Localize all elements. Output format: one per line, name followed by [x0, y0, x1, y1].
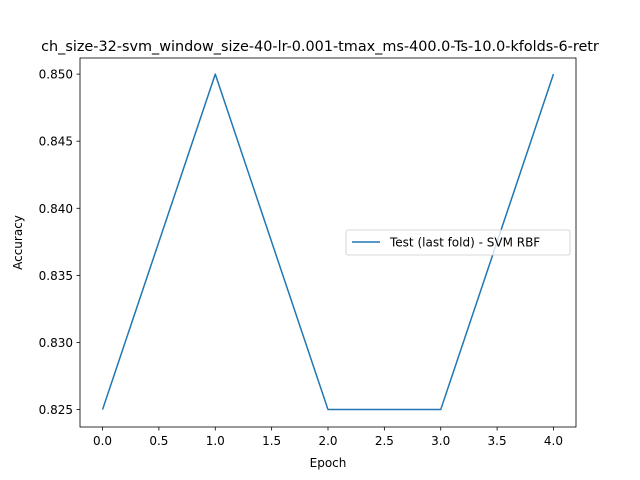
y-tick-label: 0.840: [39, 202, 73, 216]
legend: Test (last fold) - SVM RBF: [345, 229, 571, 256]
x-tick-label: 0.0: [93, 434, 112, 448]
y-tick-label: 0.850: [39, 68, 73, 82]
x-tick-label: 1.5: [262, 434, 281, 448]
legend-box: [345, 229, 571, 256]
x-tick-label: 3.5: [488, 434, 507, 448]
x-tick-label: 3.0: [431, 434, 450, 448]
x-tick-label: 1.0: [206, 434, 225, 448]
x-axis-label: Epoch: [310, 456, 347, 470]
y-axis-label: Accuracy: [11, 215, 25, 270]
y-tick-label: 0.835: [39, 269, 73, 283]
plot-area: 0.0 0.5 1.0 1.5 2.0 2.5 3.0 3.5 4.0 0.825 0.830 0.8…: [39, 68, 563, 448]
y-tick-label: 0.825: [39, 403, 73, 417]
x-tick-label: 2.5: [375, 434, 394, 448]
x-tick-label: 0.5: [149, 434, 168, 448]
x-tick-label: 4.0: [544, 434, 563, 448]
y-tick-label: 0.830: [39, 336, 73, 350]
x-tick-label: 2.0: [318, 434, 337, 448]
y-tick-label: 0.845: [39, 135, 73, 149]
legend-label: Test (last fold) - SVM RBF: [389, 236, 540, 250]
axes-frame: [79, 57, 577, 428]
chart-title: ch_size-32-svm_window_size-40-lr-0.001-t…: [41, 39, 599, 55]
